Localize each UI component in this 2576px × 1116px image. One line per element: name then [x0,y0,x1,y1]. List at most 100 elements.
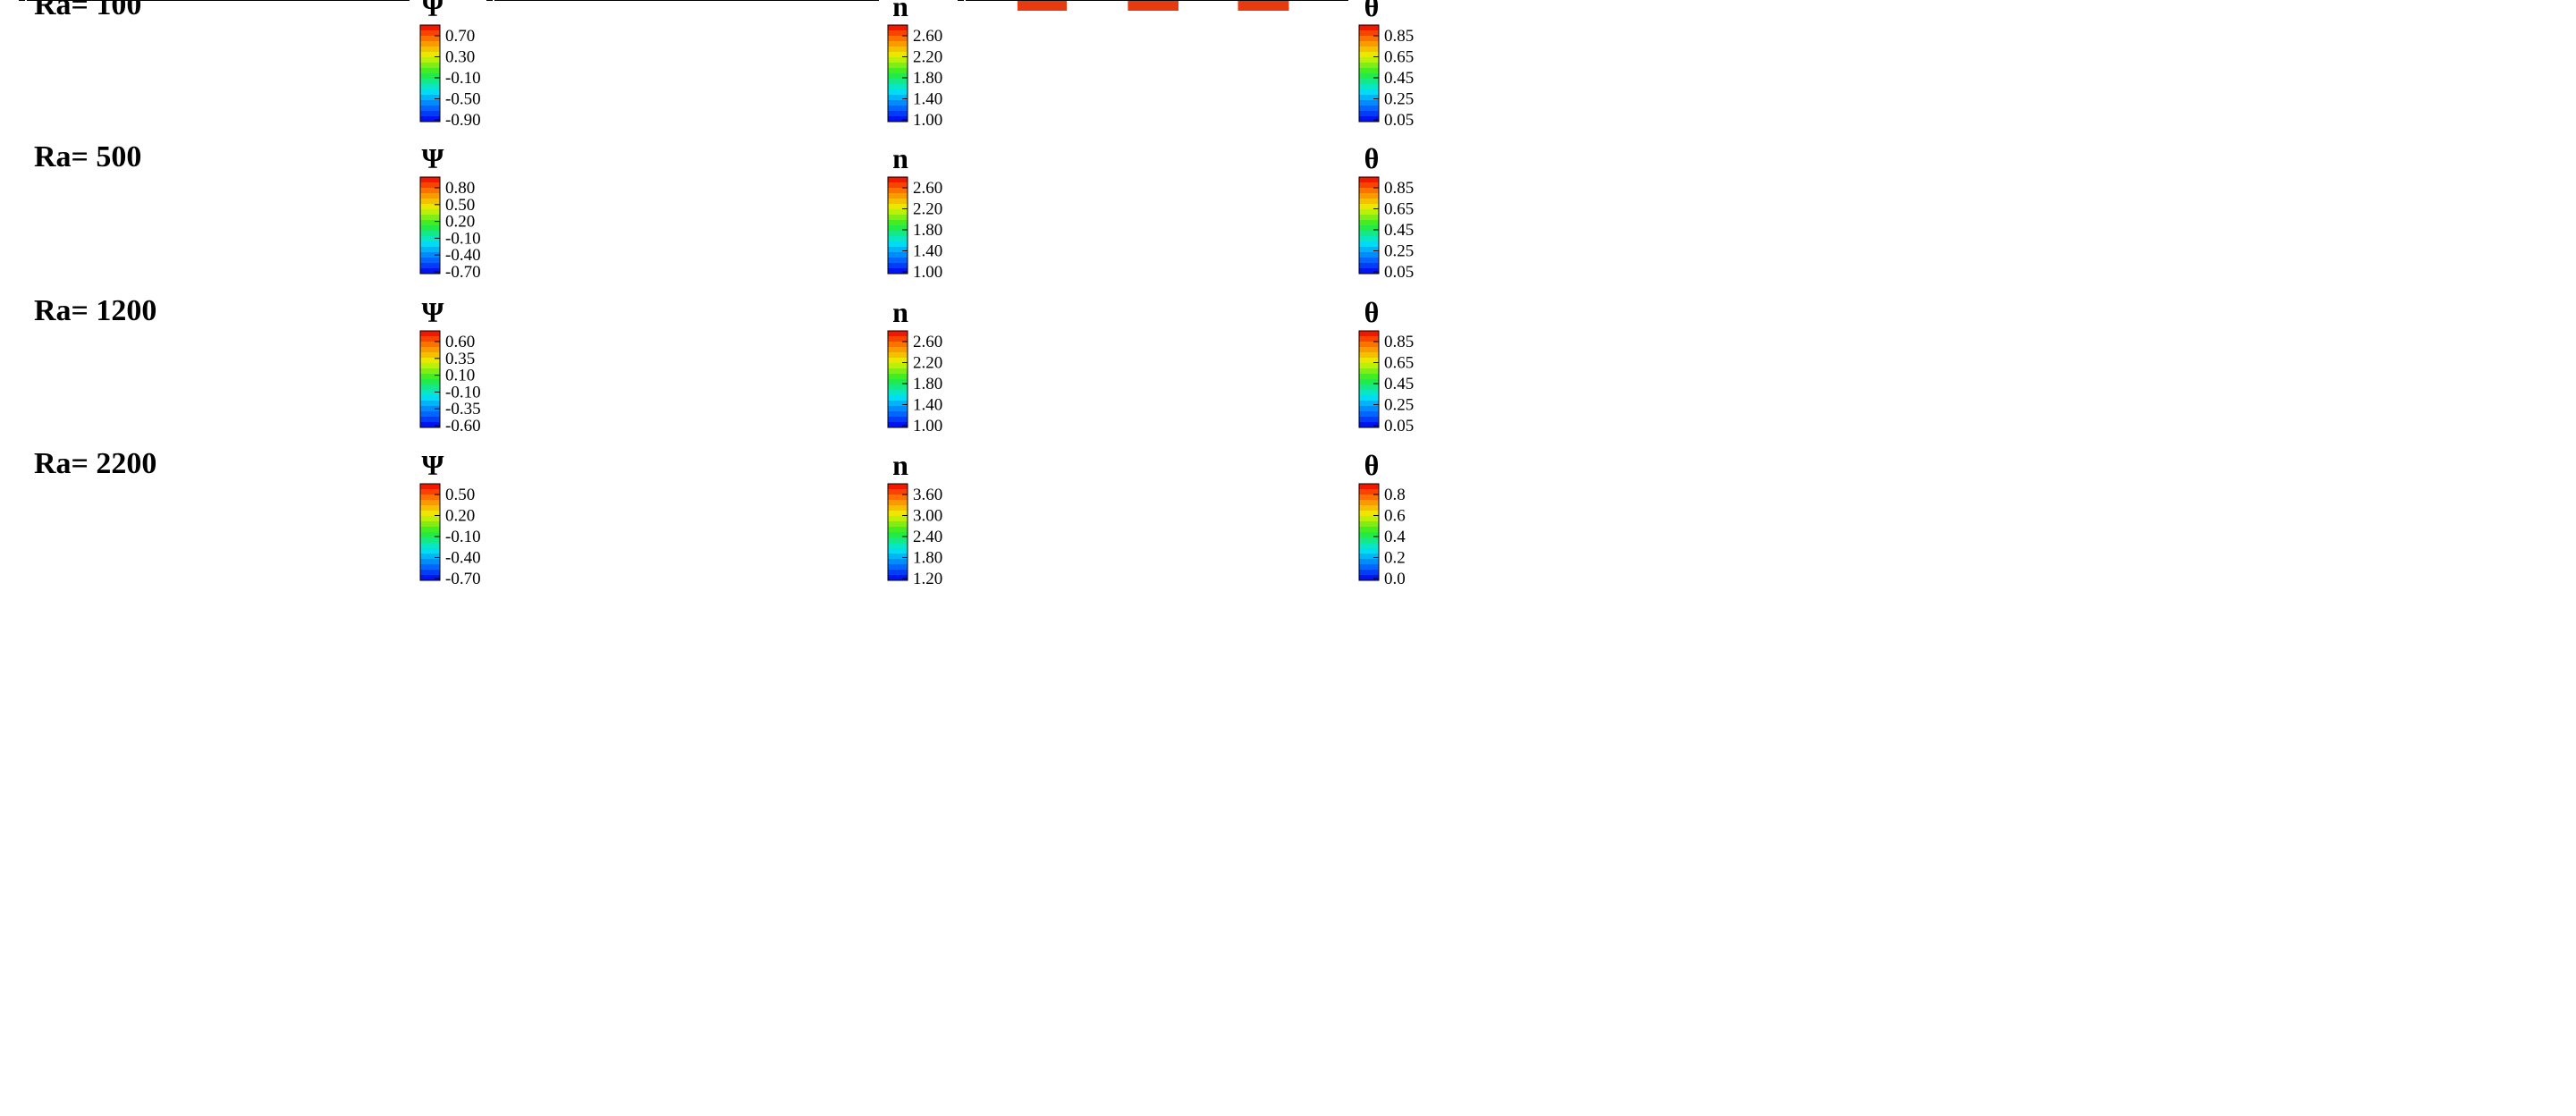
colorbar-tick-label: -0.70 [445,263,481,282]
colorbar-tick-label: -0.70 [445,570,481,588]
n-colorbar: n 2.60 2.20 1.80 1.40 1.00 [887,0,942,130]
colorbar-tick-label: 0.30 [445,48,475,67]
colorbar-tick-label: 1.40 [913,242,942,261]
x-tick-label: 5 [874,0,884,4]
colorbar-tick-label: 0.65 [1384,200,1414,219]
row-ra-2: Ra= 12001234500.51Ψ0.600.350.10-0.10-0.3… [0,0,1414,435]
colorbar-tick-label: 0.20 [445,507,475,526]
colorbar-tick-label: 1.40 [913,90,942,109]
y-tick-label: 0.5 [933,0,956,4]
stream-function-panel: 1234500.51Ψ0.600.350.10-0.10-0.35-0.60 [0,0,481,435]
colorbar-tick-label: 0.05 [1384,111,1414,130]
x-tick-label: 5 [874,0,884,4]
colorbar-tick-label: 1.80 [913,549,942,568]
x-tick-label: 1 [567,0,577,4]
x-tick-label: 3 [252,0,262,4]
colorbar-title: θ [1364,142,1380,174]
y-tick-label: 0 [8,0,18,4]
x-tick-label: 2 [644,0,654,4]
x-tick-label: 1 [98,0,108,4]
y-tick-label: 1 [947,0,957,4]
n-axes: 1234500.51 [461,0,883,4]
row-ra-1: Ra= 5001234500.51Ψ0.800.500.20-0.10-0.40… [0,0,1414,282]
colorbar-tick-label: 0.25 [1384,242,1414,261]
concentration-panel: 1234500.51n2.602.201.801.401.00 [461,0,942,435]
theta-axes: 1234500.51 [933,0,1353,4]
x-tick-label: 5 [1344,0,1354,4]
colorbar-title: θ [1364,296,1380,328]
x-tick-label: 2 [1114,0,1124,4]
y-tick-label: 1 [476,0,486,4]
n-axes: 1234500.51 [461,0,884,4]
x-tick-label: 1 [567,0,577,4]
colorbar-tick-label: 2.60 [913,333,942,351]
colorbar-tick-label: 1.00 [913,263,942,282]
theta-colorbar: θ0.85 0.65 0.45 0.25 0.05 [1358,296,1414,435]
x-tick-label: 1 [567,0,577,4]
y-tick-label: 0.5 [933,0,956,4]
psi-axes: 1234500.51 [0,0,414,4]
colorbar-tick-label: 3.60 [913,486,942,504]
x-tick-label: 2 [175,0,185,4]
theta-colorbar: θ0.85 0.65 0.45 0.25 0.05 [1358,142,1414,282]
stream-function-panel: 1234500.51Ψ0.800.500.20-0.10-0.40-0.70 [0,0,481,282]
y-tick-label: 1 [8,0,18,4]
y-tick-label: 0.5 [0,0,17,4]
x-tick-label: 2 [1114,0,1124,4]
colorbar-tick-label: 0.50 [445,486,475,504]
colorbar-tick-label: 0.85 [1384,333,1414,351]
y-tick-label: 1 [8,0,18,4]
x-tick-label: 4 [798,0,807,4]
psi-axes: 1234500.51 [0,0,414,4]
colorbar-title: Ψ [422,0,444,22]
heat-source [1128,0,1178,11]
theta-colorbar: θ0.85 0.65 0.45 0.25 0.05 [1358,0,1414,130]
y-tick-label: 0.5 [461,0,485,4]
x-tick-label: 2 [175,0,185,4]
x-tick-label: 4 [328,0,338,4]
colorbar-tick-label: -0.10 [445,69,481,88]
temperature-panel: 1234500.51θ0.80.60.40.20.0 [933,0,1406,588]
x-tick-label: 2 [175,0,185,4]
x-tick-label: 3 [252,0,262,4]
x-tick-label: 1 [567,0,577,4]
y-tick-label: 0.5 [461,0,485,4]
x-tick-label: 2 [644,0,654,4]
x-tick-label: 4 [328,0,338,4]
colorbar-tick-label: 1.40 [913,396,942,415]
x-tick-label: 5 [405,0,415,4]
y-tick-label: 1 [476,0,486,4]
theta-colorbar: θ0.8 0.6 0.4 0.2 0.0 [1358,449,1406,588]
colorbar-title: n [892,296,908,328]
colorbar-tick-label: 0.20 [445,213,475,232]
psi-colorbar: Ψ0.800.500.20-0.10-0.40-0.70 [419,142,481,282]
colorbar-tick-label: 0.45 [1384,375,1414,393]
colorbar-tick-label: -0.40 [445,246,481,265]
row-label: Ra= 2200 [34,447,156,480]
colorbar-tick-label: -0.60 [445,417,481,435]
colorbar-tick-label: 1.00 [913,111,942,130]
psi-colorbar: Ψ0.50 0.20 -0.10 -0.40 -0.70 [419,449,481,588]
colorbar-tick-label: -0.90 [445,111,481,130]
x-tick-label: 3 [252,0,262,4]
y-tick-label: 0 [476,0,486,4]
x-tick-label: 2 [644,0,654,4]
colorbar-title: θ [1364,0,1380,22]
colorbar-tick-label: 2.20 [913,48,942,67]
x-tick-label: 3 [721,0,731,4]
colorbar-tick-label: 0.65 [1384,354,1414,373]
x-tick-label: 4 [798,0,807,4]
psi-axes: 1234500.51 [0,0,414,4]
n-colorbar: n 3.60 3.00 2.40 1.80 1.20 [887,449,942,588]
x-tick-label: 3 [721,0,731,4]
y-tick-label: 0.5 [933,0,956,4]
row-ra-3: Ra= 22001234500.51Ψ0.500.20-0.10-0.40-0.… [0,0,1406,588]
concentration-panel: 1234500.51n2.602.201.801.401.00 [461,0,942,130]
colorbar-title: Ψ [422,296,444,328]
x-tick-label: 3 [721,0,731,4]
colorbar-title: θ [1364,449,1380,481]
colorbar-tick-label: 2.20 [913,354,942,373]
colorbar-tick-label: 0.25 [1384,396,1414,415]
colorbar-tick-label: 0.4 [1384,528,1406,546]
psi-colorbar: Ψ0.70 0.30 -0.10 -0.50 -0.90 [419,0,481,130]
